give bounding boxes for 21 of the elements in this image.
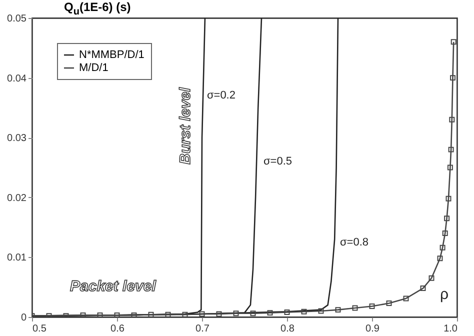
y-axis-title: Q$_{u}$(1E-6) (s) xyxy=(64,0,131,18)
x-tick-label: 0.6 xyxy=(110,324,125,334)
x-tick-label: 0.7 xyxy=(196,324,210,334)
x-axis-title: ρ xyxy=(440,286,449,303)
y-tick-label: 0.04 xyxy=(7,73,27,84)
annotation: σ=0.8 xyxy=(340,236,369,248)
annotation: Burst level xyxy=(177,86,194,164)
x-tick-label: 0.9 xyxy=(366,324,380,334)
y-tick-label: 0.05 xyxy=(7,14,27,24)
legend-label: N*MMBP/D/1 xyxy=(79,49,144,61)
legend-label: M/D/1 xyxy=(79,62,108,74)
annotation: σ=0.5 xyxy=(264,156,292,168)
x-tick-label: 0.5 xyxy=(32,324,47,334)
y-tick-label: 0.03 xyxy=(7,133,27,144)
y-tick-label: 0 xyxy=(20,312,27,324)
x-tick-label: 0.8 xyxy=(280,324,295,334)
y-tick-label: 0.02 xyxy=(7,192,27,204)
y-tick-label: 0.01 xyxy=(7,252,27,264)
annotation: σ=0.2 xyxy=(206,90,236,102)
annotation: Packet level xyxy=(70,278,157,295)
x-tick-label: 1.0 xyxy=(444,324,458,334)
